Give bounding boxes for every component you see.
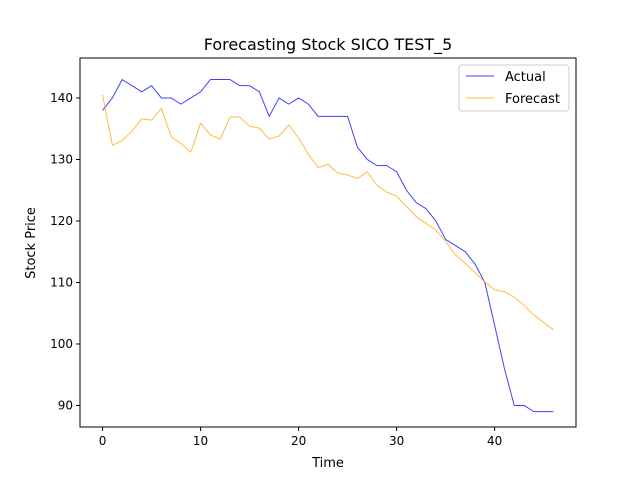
x-axis: 0 10 20 30 40 [99,427,502,448]
y-tick-label: 100 [50,337,73,351]
chart-title: Forecasting Stock SICO TEST_5 [204,35,453,55]
legend-label-forecast: Forecast [505,92,560,107]
x-tick-label: 10 [193,434,208,448]
x-tick-label: 40 [487,434,502,448]
series-line-forecast [102,94,554,331]
y-tick-label: 90 [58,398,73,412]
y-axis-label: Stock Price [24,207,39,279]
series-layer [102,79,554,413]
y-tick-label: 130 [50,152,73,166]
legend: Actual Forecast [458,64,570,112]
legend-label-actual: Actual [505,70,546,85]
y-tick-label: 140 [50,91,73,105]
y-tick-label: 120 [50,214,73,228]
x-tick-label: 20 [291,434,306,448]
x-tick-label: 30 [389,434,404,448]
x-tick-label: 0 [99,434,107,448]
x-axis-label: Time [311,456,344,471]
y-axis: 90 100 110 120 130 140 [50,91,80,412]
y-tick-label: 110 [50,275,73,289]
plot-frame [79,57,577,428]
series-line-actual [102,79,554,413]
